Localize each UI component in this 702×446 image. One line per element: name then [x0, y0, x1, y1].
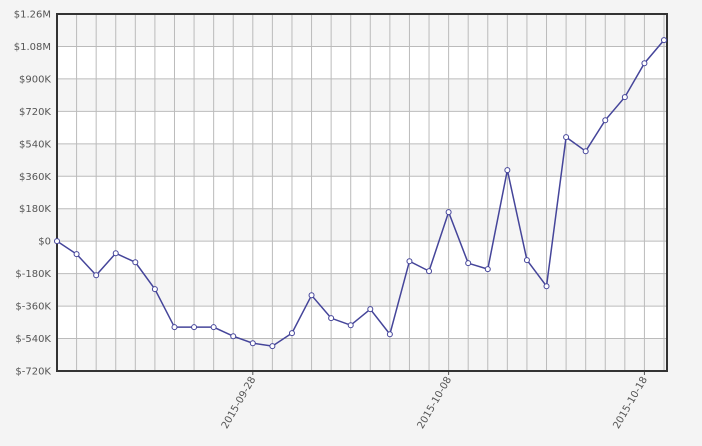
point	[563, 134, 570, 141]
grid-band	[57, 143, 667, 177]
y-tick-label: $1.26M	[14, 10, 51, 21]
y-tick-label: $180K	[19, 204, 51, 215]
grid-band	[57, 14, 667, 47]
plot-border	[56, 13, 668, 372]
y-tick-label: $-720K	[15, 367, 51, 378]
point	[132, 259, 139, 266]
point	[347, 322, 354, 329]
point	[465, 260, 472, 267]
point	[484, 266, 491, 273]
grid-band	[57, 273, 667, 307]
x-tick-label: 2015-10-18	[611, 375, 650, 431]
point	[151, 286, 158, 293]
x-tick-label: 2015-10-08	[416, 375, 455, 431]
point	[308, 292, 315, 299]
grid-band	[57, 78, 667, 112]
point	[386, 331, 393, 338]
y-tick-label: $360K	[19, 172, 51, 183]
point	[230, 333, 237, 340]
point	[191, 324, 198, 331]
point	[288, 330, 295, 337]
point	[523, 257, 530, 264]
grid-band	[57, 338, 667, 371]
point	[543, 283, 550, 290]
x-tick-label: 2015-09-28	[220, 375, 259, 431]
y-tick-label: $-540K	[15, 334, 51, 345]
point	[54, 238, 60, 245]
point	[210, 324, 217, 331]
point	[367, 306, 374, 313]
y-tick-label: $0	[38, 237, 51, 248]
point	[269, 343, 276, 350]
y-tick-label: $540K	[19, 139, 51, 150]
point	[426, 268, 433, 275]
y-tick-label: $-180K	[15, 269, 51, 280]
grid-band	[57, 208, 667, 242]
point	[641, 60, 648, 67]
point	[406, 258, 413, 265]
line	[56, 39, 665, 347]
y-tick-label: $720K	[19, 107, 51, 118]
point	[621, 94, 628, 101]
point	[328, 315, 335, 322]
point	[112, 250, 119, 257]
point	[73, 251, 80, 258]
point	[602, 117, 609, 124]
point	[504, 167, 511, 174]
point	[582, 148, 589, 155]
point	[249, 340, 256, 347]
point	[445, 209, 452, 216]
plot-area	[57, 14, 667, 371]
point	[93, 272, 100, 279]
point	[171, 324, 178, 331]
y-tick-label: $-360K	[15, 302, 51, 313]
y-tick-label: $900K	[19, 74, 51, 85]
y-tick-label: $1.08M	[14, 42, 51, 53]
point	[661, 37, 667, 44]
